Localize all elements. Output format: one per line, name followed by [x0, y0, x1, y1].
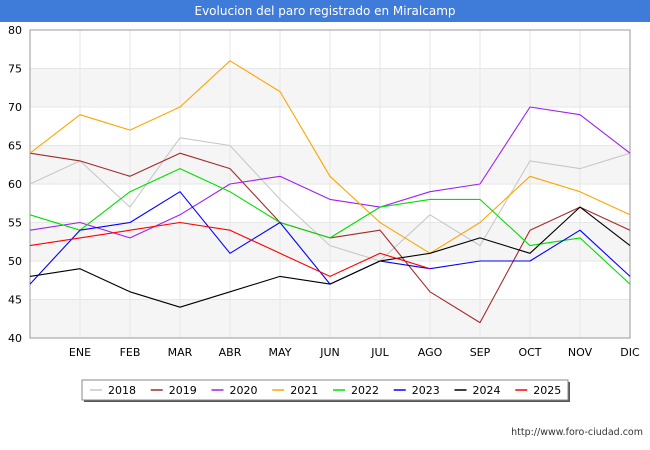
- x-tick-label: MAY: [269, 346, 292, 359]
- x-axis-ticks: ENE FEB MAR ABR MAY JUN JUL AGO SEP OCT NOV DIC: [69, 346, 640, 359]
- series-line-2025: [29, 221, 431, 277]
- x-tick-label: ENE: [69, 346, 91, 359]
- x-tick-label: DIC: [620, 346, 640, 359]
- x-tick-label: JUL: [370, 346, 389, 359]
- x-tick-label: OCT: [518, 346, 541, 359]
- y-tick-label: 50: [8, 255, 22, 268]
- y-tick-label: 65: [8, 140, 22, 153]
- series-line-2018: [29, 137, 631, 262]
- series-line-2021: [29, 60, 631, 254]
- series-line-2022: [29, 168, 631, 285]
- line-chart: 40 45 50 55 60 65 70 75 80 ENE FEB MAR ABR MAY JUN JUL…: [8, 24, 640, 402]
- legend-label-2023: 2023: [412, 384, 440, 397]
- legend-label-2019: 2019: [169, 384, 197, 397]
- legend-label-2024: 2024: [473, 384, 501, 397]
- x-tick-label: AGO: [418, 346, 443, 359]
- x-tick-label: FEB: [120, 346, 141, 359]
- legend-label-2020: 2020: [230, 384, 258, 397]
- legend-box: [81, 379, 569, 401]
- y-tick-label: 75: [8, 63, 22, 76]
- y-tick-label: 80: [8, 24, 22, 37]
- legend-label-2022: 2022: [351, 384, 379, 397]
- series-line-2020: [29, 106, 631, 239]
- x-tick-label: NOV: [568, 346, 593, 359]
- legend-label-2025: 2025: [533, 384, 561, 397]
- x-tick-label: JUN: [319, 346, 340, 359]
- x-tick-label: MAR: [168, 346, 193, 359]
- legend-label-2018: 2018: [108, 384, 136, 397]
- y-tick-label: 40: [8, 332, 22, 345]
- legend: 2018 2019 2020 2021 2022 2023 2024 2025: [81, 379, 570, 402]
- series-lines: [29, 60, 631, 324]
- x-tick-label: ABR: [219, 346, 242, 359]
- y-tick-label: 60: [8, 178, 22, 191]
- x-tick-label: SEP: [470, 346, 491, 359]
- y-axis-ticks: 40 45 50 55 60 65 70 75 80: [8, 24, 22, 345]
- legend-label-2021: 2021: [290, 384, 318, 397]
- y-tick-label: 70: [8, 101, 22, 114]
- source-watermark: http://www.foro-ciudad.com: [511, 427, 643, 438]
- y-tick-label: 55: [8, 217, 22, 230]
- chart-title: Evolucion del paro registrado en Miralca…: [0, 0, 650, 22]
- series-line-2024: [29, 206, 631, 308]
- y-tick-label: 45: [8, 294, 22, 307]
